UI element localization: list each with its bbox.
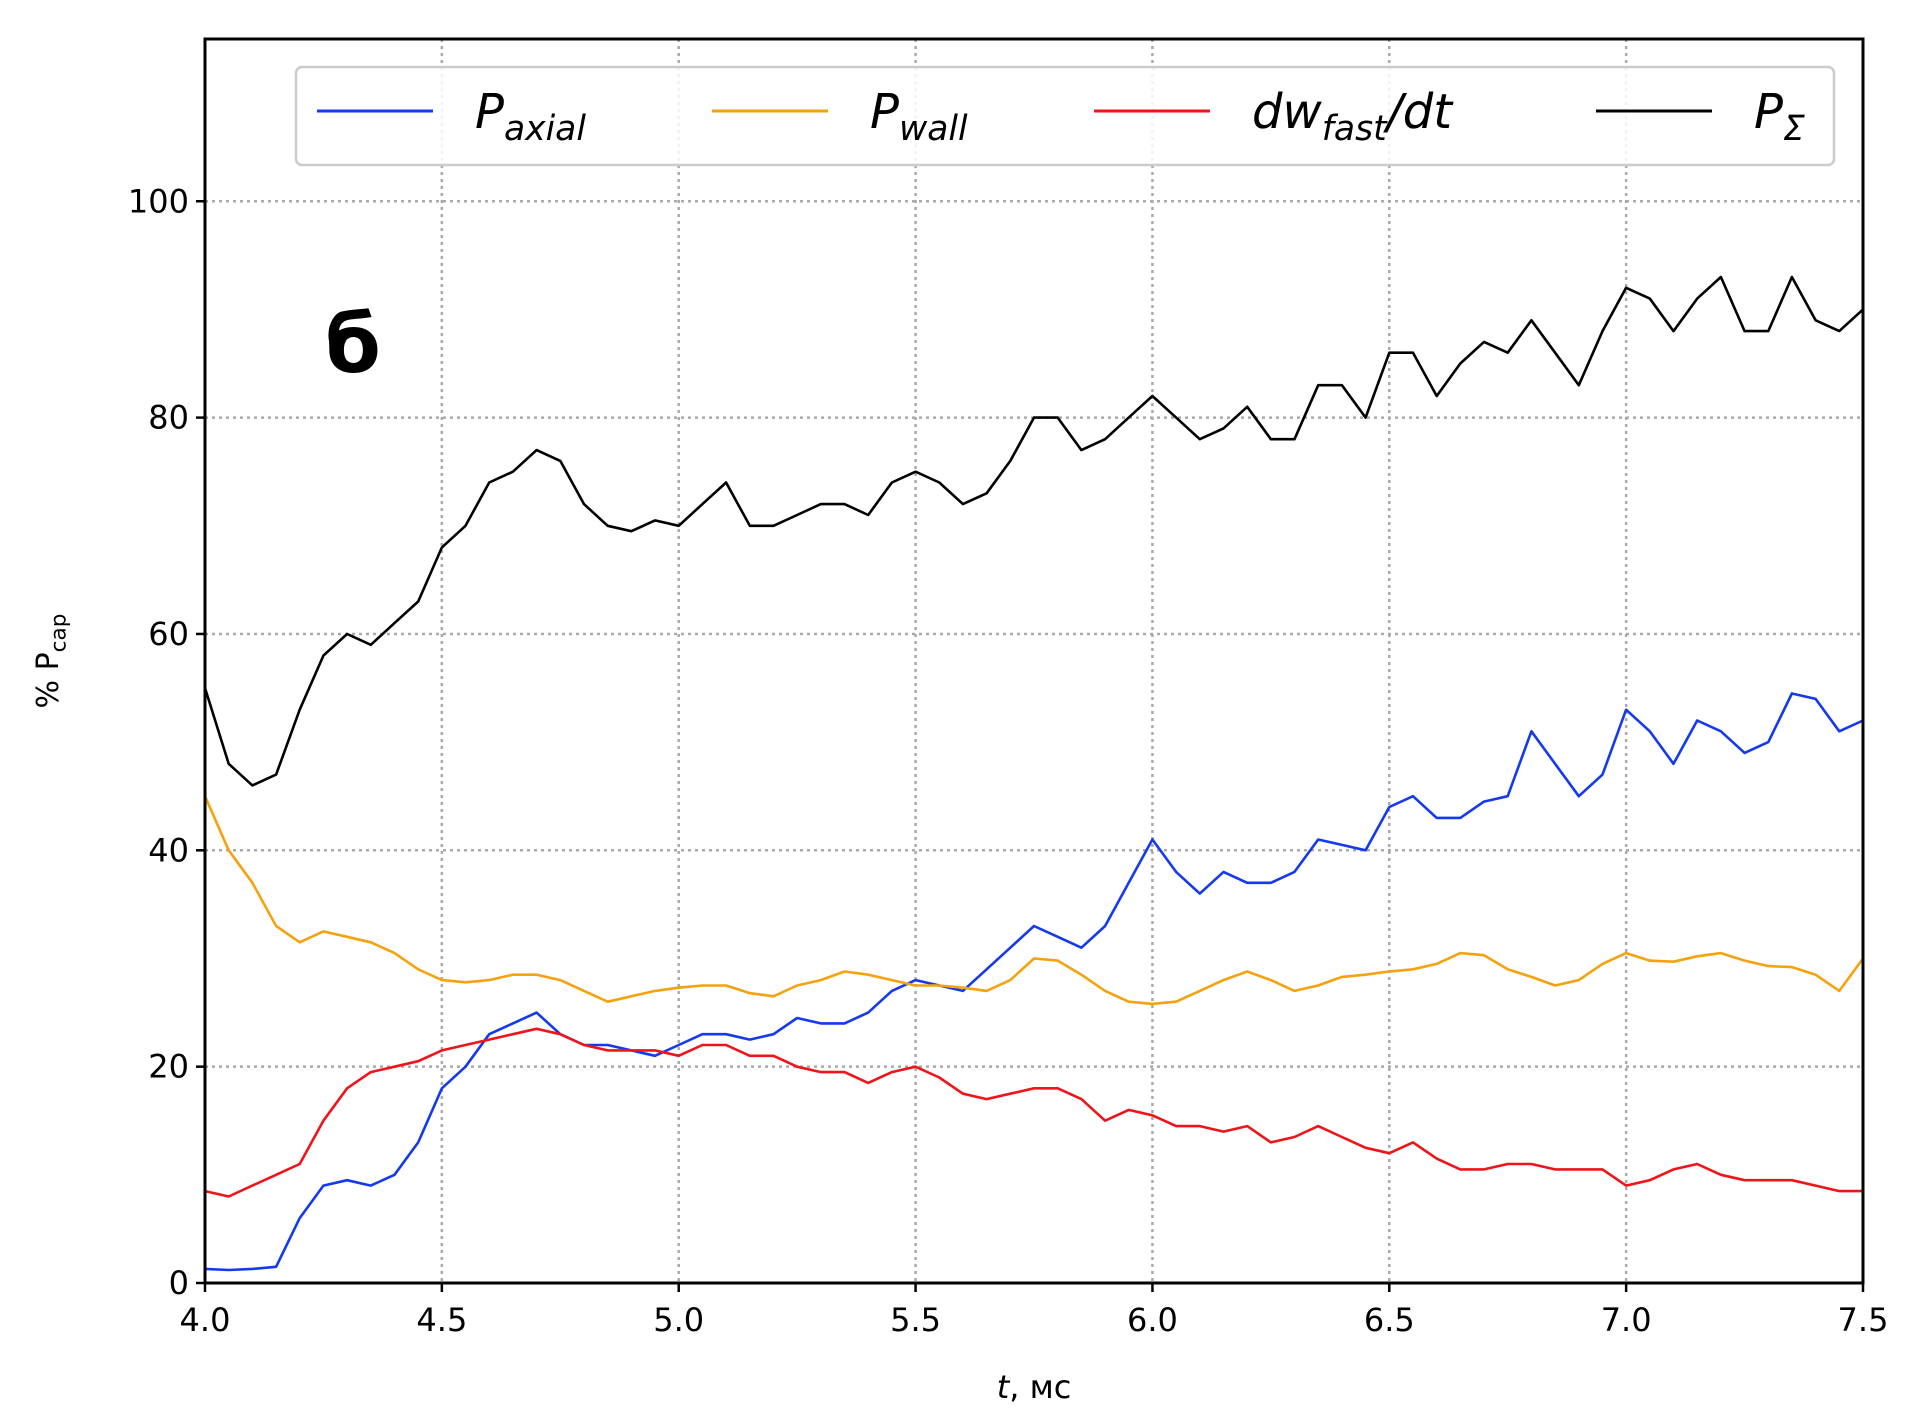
- x-tick-label: 7.0: [1601, 1301, 1652, 1339]
- series-line: [203, 795, 1865, 1006]
- legend-box: [294, 65, 1836, 167]
- x-tick-label: 4.0: [180, 1301, 231, 1339]
- series-line: [204, 1027, 1863, 1198]
- y-axis-label: % Pcap: [31, 614, 72, 709]
- legend-label: Pwall: [870, 84, 968, 149]
- legend: Paxial Pwall dwfast/dt PΣ: [294, 65, 1836, 167]
- y-tick-label: 80: [148, 399, 189, 437]
- legend-label: PΣ: [1754, 84, 1805, 149]
- x-tick-label: 6.0: [1127, 1301, 1178, 1339]
- annotation: б: [325, 298, 381, 391]
- plot-frame: [203, 37, 1865, 1285]
- y-tick-label: 20: [148, 1048, 189, 1086]
- y-tick-label: 60: [148, 615, 189, 653]
- y-tick-label: 100: [128, 182, 189, 220]
- x-tick-label: 7.5: [1838, 1301, 1889, 1339]
- x-tick-label: 5.5: [890, 1301, 941, 1339]
- x-tick-label: 4.5: [416, 1301, 467, 1339]
- x-tick-label: 5.0: [653, 1301, 704, 1339]
- series-line: [204, 692, 1864, 1272]
- series-line: [203, 275, 1864, 787]
- y-tick-label: 0: [169, 1264, 189, 1302]
- legend-label: Paxial: [475, 84, 586, 149]
- y-tick-label: 40: [148, 831, 189, 869]
- x-axis-label: t, мс: [997, 1368, 1072, 1406]
- x-tick-label: 6.5: [1364, 1301, 1415, 1339]
- legend-label: dwfast/dt: [1252, 84, 1454, 149]
